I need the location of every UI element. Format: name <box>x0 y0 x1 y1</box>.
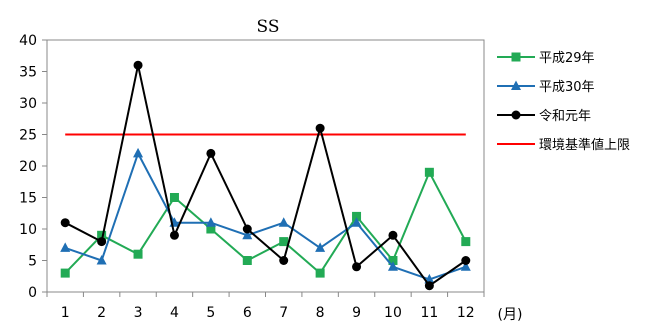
x-tick-label: 7 <box>279 305 288 321</box>
y-tick-label: 40 <box>19 33 37 49</box>
series-line <box>64 152 467 281</box>
data-point <box>352 211 362 221</box>
chart-title: SS <box>257 17 280 37</box>
legend-swatch-marker <box>511 80 521 90</box>
data-point <box>461 256 471 265</box>
legend-item: 平成29年 <box>497 51 595 66</box>
data-point <box>351 217 362 227</box>
series-0 <box>60 167 471 278</box>
data-point <box>279 256 289 265</box>
x-tick-label: 9 <box>352 305 361 321</box>
y-tick-label: 5 <box>28 254 37 270</box>
data-point <box>388 230 398 240</box>
series-1 <box>60 147 471 284</box>
x-tick-label: 6 <box>243 305 252 321</box>
data-point <box>133 60 143 70</box>
legend-swatch-marker <box>511 110 521 120</box>
x-tick-label: 4 <box>170 305 179 321</box>
x-tick-label: 5 <box>206 305 215 321</box>
data-point <box>205 217 216 227</box>
data-point <box>97 230 107 240</box>
x-tick-label: 2 <box>97 305 106 321</box>
data-point <box>315 123 325 133</box>
y-tick-label: 30 <box>19 96 37 112</box>
data-point <box>315 242 326 252</box>
plot-area-border <box>46 39 485 293</box>
series-line <box>64 171 467 275</box>
data-point <box>206 224 216 234</box>
legend-label: 環境基準値上限 <box>539 137 630 153</box>
data-point <box>96 255 107 265</box>
data-point <box>424 167 434 177</box>
x-tick-label: 8 <box>316 305 325 321</box>
data-point <box>388 256 398 265</box>
x-tick-label: 11 <box>420 305 438 321</box>
data-point <box>60 242 71 252</box>
data-point <box>133 147 144 158</box>
legend-swatch-marker <box>511 52 521 62</box>
y-tick-label: 0 <box>28 285 37 301</box>
legend-item: 環境基準値上限 <box>497 137 630 153</box>
data-point <box>279 237 289 247</box>
x-tick-label: 1 <box>61 305 70 321</box>
series-2 <box>60 60 471 291</box>
y-tick-label: 15 <box>19 191 37 207</box>
data-point <box>169 230 179 240</box>
series-line <box>64 64 467 287</box>
series-layer <box>60 60 471 291</box>
legend-label: 令和元年 <box>539 109 591 124</box>
data-point <box>278 217 289 227</box>
data-point <box>169 193 179 202</box>
data-point <box>315 268 325 278</box>
data-point <box>424 281 434 291</box>
data-point <box>60 268 70 278</box>
y-tick-label: 25 <box>19 128 37 144</box>
data-point <box>242 256 252 265</box>
data-point <box>133 249 143 259</box>
data-point <box>352 262 362 272</box>
data-point <box>460 261 471 271</box>
x-tick-label: 10 <box>384 305 402 321</box>
legend-item: 平成30年 <box>497 80 595 95</box>
y-tick-label: 20 <box>19 159 37 175</box>
y-tick-label: 10 <box>19 222 37 238</box>
legend-item: 令和元年 <box>497 109 591 124</box>
legend-label: 平成29年 <box>539 51 595 66</box>
data-point <box>242 229 253 240</box>
data-point <box>242 224 252 234</box>
data-point <box>97 237 107 247</box>
data-point <box>461 237 471 247</box>
legend-label: 平成30年 <box>539 80 595 95</box>
data-point <box>60 218 70 228</box>
data-point <box>206 148 216 158</box>
x-axis-unit-label: (月) <box>498 307 523 323</box>
y-tick-label: 35 <box>19 65 37 81</box>
data-point <box>387 261 398 271</box>
x-tick-label: 3 <box>134 305 143 321</box>
x-tick-label: 12 <box>457 305 475 321</box>
